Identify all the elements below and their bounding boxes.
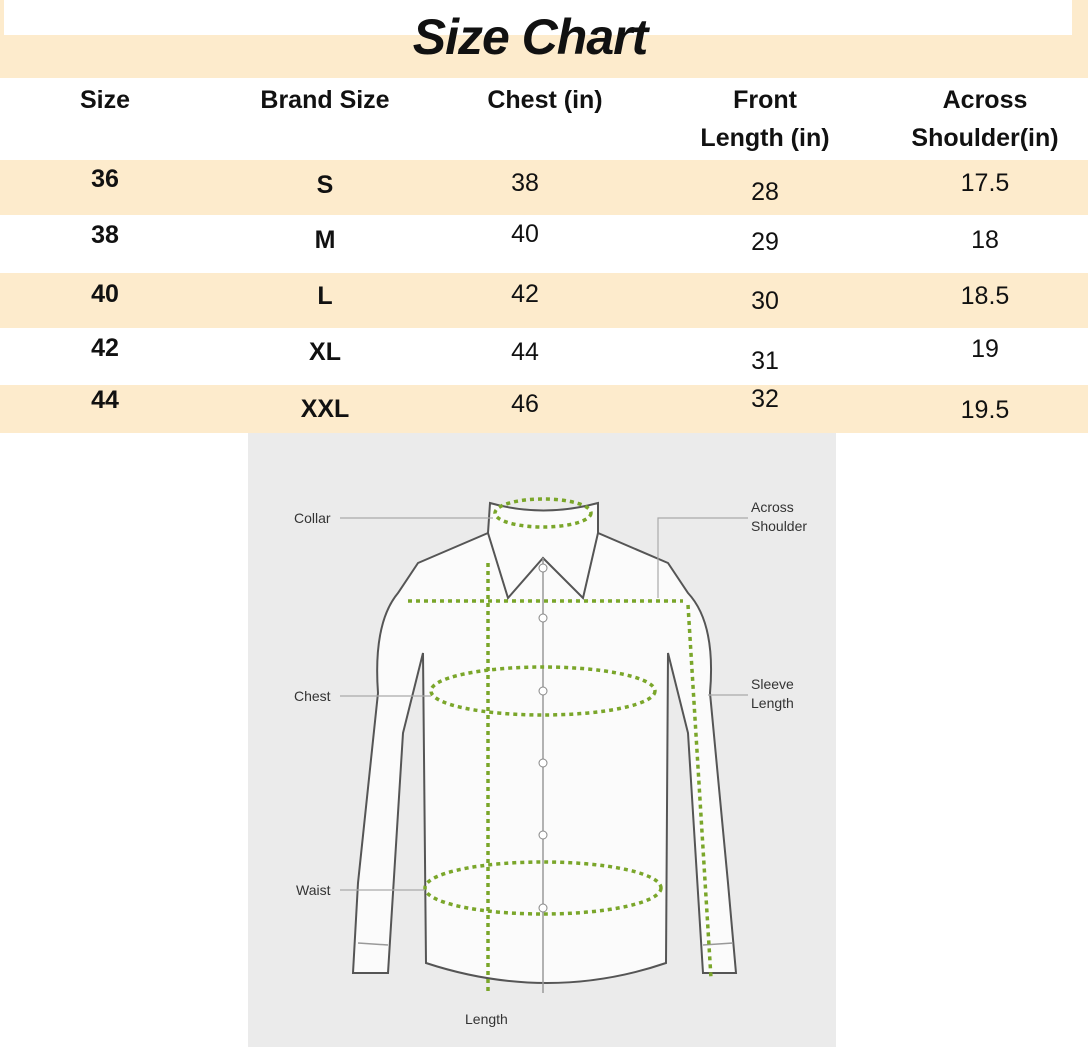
waist-measure bbox=[423, 860, 663, 916]
table-row: 38 M 40 29 18 bbox=[0, 215, 1088, 273]
table-cell: XXL bbox=[300, 395, 350, 423]
table-cell: S bbox=[316, 171, 334, 199]
table-header: Size Brand Size Chest (in) Front Length … bbox=[0, 78, 1088, 160]
table-cell: 32 bbox=[751, 385, 779, 413]
shirt-body bbox=[351, 532, 738, 984]
table-cell: 31 bbox=[751, 347, 779, 375]
header-shoulder-line2: Shoulder(in) bbox=[911, 124, 1059, 152]
table-cell: M bbox=[314, 226, 336, 254]
table-cell: 38 bbox=[511, 169, 539, 197]
table-cell: L bbox=[317, 282, 333, 310]
table-cell: 36 bbox=[91, 165, 119, 193]
table-cell: 18 bbox=[971, 226, 999, 254]
table-cell: 29 bbox=[751, 228, 779, 256]
header-chest: Chest (in) bbox=[487, 86, 603, 114]
table-cell: 44 bbox=[511, 338, 539, 366]
label-across-line2: Shoulder bbox=[751, 518, 807, 534]
header-size: Size bbox=[79, 86, 131, 114]
header-front-length-line2: Length (in) bbox=[700, 124, 830, 152]
table-cell: 30 bbox=[751, 287, 779, 315]
sleeve-measure bbox=[686, 604, 713, 979]
label-waist: Waist bbox=[296, 882, 331, 898]
label-sleeve-line1: Sleeve bbox=[751, 676, 794, 692]
table-cell: 44 bbox=[91, 386, 119, 414]
table-cell: 42 bbox=[91, 334, 119, 362]
label-collar: Collar bbox=[294, 510, 331, 526]
table-row: 36 S 38 28 17.5 bbox=[0, 160, 1088, 215]
chest-measure bbox=[429, 665, 657, 717]
table-cell: XL bbox=[309, 338, 341, 366]
label-length: Length bbox=[465, 1011, 508, 1027]
table-cell: 28 bbox=[751, 178, 779, 206]
page-title: Size Chart bbox=[412, 9, 649, 65]
header-shoulder-line1: Across bbox=[942, 86, 1028, 114]
title-white-strip bbox=[4, 0, 1072, 35]
table-cell: 38 bbox=[91, 221, 119, 249]
table-cell: 19 bbox=[971, 335, 999, 363]
header-brand-size: Brand Size bbox=[260, 86, 390, 114]
table-row: 44 XXL 46 32 19.5 bbox=[0, 385, 1088, 433]
table-cell: 40 bbox=[511, 220, 539, 248]
table-cell: 46 bbox=[511, 390, 539, 418]
table-cell: 40 bbox=[91, 280, 119, 308]
table-cell: 42 bbox=[511, 280, 539, 308]
table-row: 40 L 42 30 18.5 bbox=[0, 273, 1088, 328]
label-chest: Chest bbox=[294, 688, 331, 704]
table-cell: 19.5 bbox=[960, 396, 1010, 424]
shirt-measurement-diagram: Collar Across Shoulder Chest Sleeve Leng… bbox=[248, 433, 836, 1047]
label-across-line1: Across bbox=[751, 499, 794, 515]
table-cell: 17.5 bbox=[960, 169, 1010, 197]
table-row: 42 XL 44 31 19 bbox=[0, 328, 1088, 385]
label-sleeve-line2: Length bbox=[751, 695, 794, 711]
collar-measure bbox=[493, 497, 593, 529]
header-front-length-line1: Front bbox=[733, 86, 797, 114]
table-cell: 18.5 bbox=[960, 282, 1010, 310]
